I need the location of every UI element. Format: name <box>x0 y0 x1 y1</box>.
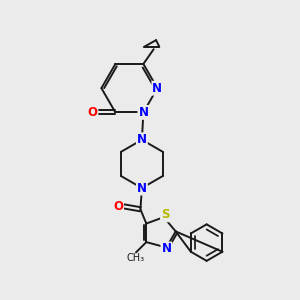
Text: N: N <box>137 182 147 195</box>
Text: CH₃: CH₃ <box>126 253 145 263</box>
Text: S: S <box>161 208 170 221</box>
Text: O: O <box>87 106 98 119</box>
Text: N: N <box>138 106 148 119</box>
Text: N: N <box>137 133 147 146</box>
Text: N: N <box>152 82 162 95</box>
Text: O: O <box>113 200 123 213</box>
Text: N: N <box>161 242 171 256</box>
